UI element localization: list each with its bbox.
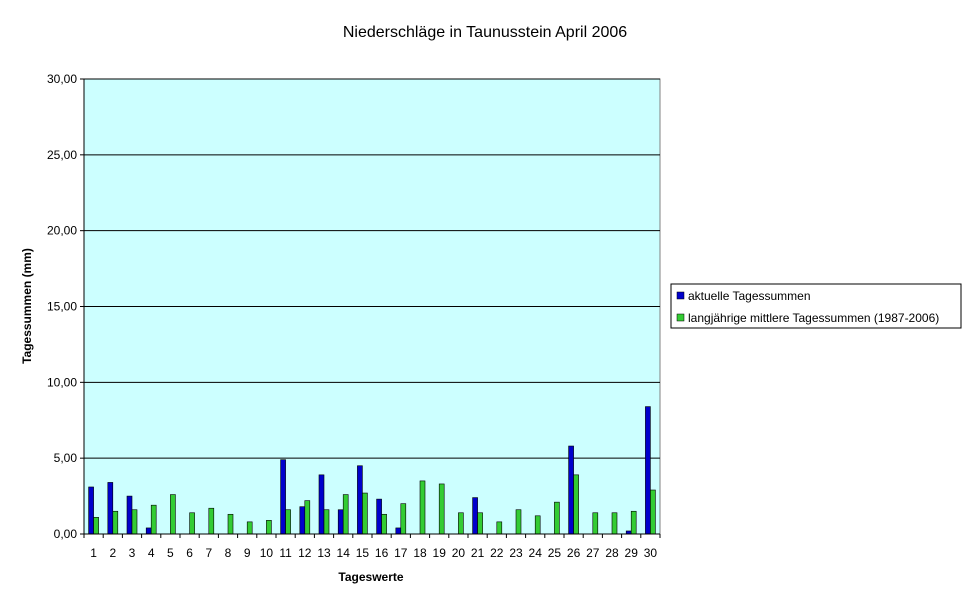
y-tick-label: 10,00: [47, 375, 77, 389]
x-axis-ticks: 1 2 3 4 5 6 7 8 9 10 11 12 13 14 15 16 17 18 19 20 21 22 23 24 2…: [83, 534, 661, 560]
bar-current: [126, 495, 133, 535]
bar-longterm: [554, 501, 560, 535]
x-tick-label: 29: [625, 546, 639, 560]
legend-swatch-longterm: [676, 313, 685, 322]
bar-longterm: [189, 512, 195, 535]
bar-longterm: [131, 509, 138, 535]
legend-box: [670, 283, 962, 329]
x-tick-label: 1: [90, 546, 97, 560]
legend-label-longterm: langjährige mittlere Tagessummen (1987-2…: [688, 311, 939, 325]
x-tick-label: 3: [129, 546, 136, 560]
bar-longterm: [650, 489, 656, 535]
bar-longterm: [266, 520, 272, 535]
bar-current: [472, 497, 478, 535]
x-tick-label: 10: [260, 546, 274, 560]
x-tick-label: 13: [317, 546, 331, 560]
legend-label-current: aktuelle Tagessummen: [688, 289, 811, 303]
x-tick-label: 30: [644, 546, 658, 560]
bar-longterm: [150, 504, 157, 535]
bar-longterm: [381, 513, 387, 535]
x-tick-label: 24: [529, 546, 543, 560]
bar-longterm: [611, 512, 618, 535]
bar-longterm: [458, 512, 464, 535]
bar-current: [376, 498, 382, 535]
y-tick-label: 0,00: [54, 527, 78, 541]
x-tick-label: 7: [205, 546, 212, 560]
bar-longterm: [477, 512, 483, 535]
x-tick-label: 19: [433, 546, 447, 560]
x-tick-label: 14: [337, 546, 351, 560]
x-tick-label: 9: [244, 546, 251, 560]
x-tick-label: 16: [375, 546, 389, 560]
bar-longterm: [630, 510, 637, 535]
x-tick-label: 4: [148, 546, 155, 560]
x-tick-label: 11: [279, 546, 292, 560]
bar-current: [357, 465, 363, 535]
x-tick-label: 23: [509, 546, 523, 560]
bars: [88, 406, 656, 535]
bar-longterm: [496, 521, 503, 535]
x-tick-label: 25: [548, 546, 562, 560]
bar-longterm: [400, 503, 407, 535]
y-tick-label: 30,00: [47, 72, 77, 86]
x-tick-label: 2: [109, 546, 116, 560]
bar-longterm: [592, 512, 599, 535]
bar-current: [280, 459, 286, 535]
bar-current: [337, 509, 344, 535]
bar-current: [645, 406, 651, 535]
x-tick-label: 6: [186, 546, 193, 560]
bar-current: [395, 527, 402, 535]
chart-title: Niederschläge in Taunusstein April 2006: [343, 24, 627, 41]
x-tick-label: 5: [167, 546, 174, 560]
bar-current: [145, 527, 152, 535]
y-tick-label: 15,00: [47, 300, 77, 314]
gridlines: [84, 78, 660, 459]
y-tick-label: 20,00: [47, 224, 77, 238]
bar-longterm: [246, 521, 253, 535]
x-tick-label: 8: [225, 546, 232, 560]
bar-longterm: [515, 509, 522, 535]
bar-longterm: [362, 492, 368, 535]
y-axis-label: Tagessummen (mm): [20, 248, 34, 364]
x-tick-label: 22: [490, 546, 504, 560]
bar-current: [107, 482, 114, 535]
bar-longterm: [170, 494, 176, 535]
x-tick-label: 27: [586, 546, 600, 560]
x-tick-label: 21: [471, 546, 485, 560]
x-tick-label: 12: [298, 546, 312, 560]
y-axis-ticks: 0,00 5,00 10,00 15,00 20,00 25,00 30,00: [47, 72, 84, 541]
x-tick-label: 28: [605, 546, 619, 560]
bar-longterm: [323, 509, 330, 535]
bar-longterm: [285, 509, 291, 535]
bar-longterm: [342, 494, 349, 535]
legend-swatch-current: [676, 291, 685, 300]
bar-longterm: [419, 480, 426, 535]
bar-longterm: [438, 483, 445, 535]
bar-longterm: [112, 510, 119, 535]
bar-current: [88, 486, 94, 535]
bar-longterm: [227, 513, 234, 535]
x-tick-label: 26: [567, 546, 581, 560]
x-tick-label: 20: [452, 546, 466, 560]
y-tick-label: 5,00: [54, 451, 78, 465]
bar-current: [318, 474, 325, 535]
bar-longterm: [93, 517, 99, 535]
bar-longterm: [304, 500, 311, 535]
bar-longterm: [534, 515, 541, 535]
x-tick-label: 18: [413, 546, 427, 560]
x-tick-label: 17: [394, 546, 408, 560]
x-axis-label: Tageswerte: [338, 570, 403, 584]
legend: aktuelle Tagessummen langjährige mittler…: [670, 283, 962, 329]
bar-longterm: [208, 507, 215, 535]
bar-current: [568, 445, 574, 535]
bar-longterm: [573, 474, 579, 535]
bar-current: [299, 506, 306, 535]
x-tick-label: 15: [356, 546, 370, 560]
y-tick-label: 25,00: [47, 148, 77, 162]
